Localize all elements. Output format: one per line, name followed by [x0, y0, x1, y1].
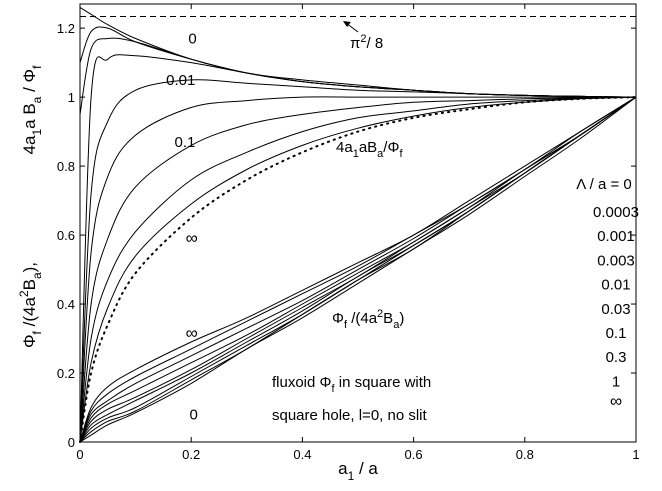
legend-entry-0: 0.0003	[593, 204, 639, 221]
curves	[79, 6, 637, 443]
lower-series-line-8	[79, 96, 637, 443]
upper-series-line-0	[79, 6, 637, 98]
plot-frame	[79, 3, 637, 443]
series-label-lower-0: 0	[190, 407, 198, 424]
lower-series-line-0	[79, 96, 637, 443]
upper-series-line-7	[79, 96, 637, 443]
x-tick-label: 0.8	[516, 447, 534, 462]
y-tick-label: 1.2	[57, 21, 75, 36]
upper-formula-label: 4a1aBa/Φf	[336, 139, 403, 160]
series-label-0.01: 0.01	[166, 72, 195, 89]
reference-arrowhead	[343, 21, 351, 27]
y-tick-label: 1	[68, 90, 75, 105]
y-axis-label-upper: 4a1a Ba / Φf	[20, 65, 44, 155]
series-label-upper-inf: ∞	[186, 229, 198, 248]
y-axis-label-lower: Φf /(4a2Ba),	[17, 262, 44, 348]
upper-series-line-4	[79, 79, 637, 443]
x-tick-label: 0.6	[405, 447, 423, 462]
caption-line-2: square hole, l=0, no slit	[272, 407, 428, 424]
annotations: 0 0.01 0.1 ∞ ∞ 0 π2/ 8 4a1aBa/Φf Φf /(4a2Ba) flux…	[17, 21, 639, 483]
legend-entry-7: 1	[612, 373, 620, 390]
legend-entry-3: 0.01	[601, 277, 630, 294]
y-tick-label: 0.2	[57, 366, 75, 381]
legend-entry-6: 0.3	[606, 349, 627, 366]
lower-series-line-7	[79, 96, 637, 443]
upper-series-line-5	[79, 96, 636, 443]
x-tick-label: 1	[632, 447, 639, 462]
axes: 0 0.2 0.4 0.6 0.8 1 0 0.2 0.4 0.6 0.8 1 1.2	[57, 3, 640, 462]
y-tick-label: 0.4	[57, 297, 75, 312]
y-tick-label: 0.6	[57, 228, 75, 243]
legend-title: Λ / a = 0	[576, 176, 631, 193]
series-label-0: 0	[188, 31, 196, 48]
upper-series-inf-dotted	[79, 96, 637, 443]
upper-series-line-8	[79, 96, 637, 443]
x-axis-label: a1 / a	[338, 459, 378, 483]
x-tick-label: 0.2	[182, 447, 200, 462]
legend-entry-2: 0.003	[597, 252, 635, 269]
lower-formula-label: Φf /(4a2Ba)	[332, 308, 404, 331]
x-tick-label: 0.4	[293, 447, 311, 462]
caption-line-1: fluxoid Φf in square with	[272, 374, 431, 395]
reference-line-label: π2/ 8	[350, 33, 383, 52]
legend-entry-5: 0.1	[606, 325, 627, 342]
series-label-0.1: 0.1	[175, 134, 196, 151]
legend-entry-4: 0.03	[601, 301, 630, 318]
lower-series-line-3	[79, 96, 637, 443]
x-tick-label: 0	[76, 447, 83, 462]
y-tick-label: 0	[68, 435, 75, 450]
upper-series-line-6	[79, 96, 637, 443]
legend-entry-8: ∞	[610, 392, 622, 411]
series-label-lower-inf: ∞	[186, 324, 198, 343]
y-tick-label: 0.8	[57, 159, 75, 174]
legend-entry-1: 0.001	[597, 228, 635, 245]
